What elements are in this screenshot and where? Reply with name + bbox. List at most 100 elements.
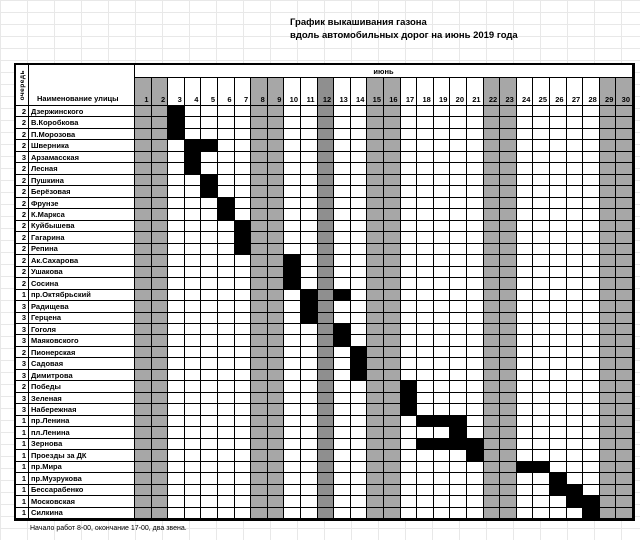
schedule-cell xyxy=(168,186,185,198)
schedule-cell xyxy=(599,128,617,141)
schedule-cell xyxy=(467,392,484,405)
schedule-cell xyxy=(533,106,550,118)
schedule-cell xyxy=(433,163,451,175)
schedule-cell xyxy=(251,484,268,497)
schedule-cell xyxy=(583,243,600,256)
schedule-cell xyxy=(599,335,617,347)
schedule-cell xyxy=(566,163,584,175)
schedule-cell xyxy=(450,255,467,267)
schedule-cell xyxy=(251,496,268,508)
schedule-cell xyxy=(467,266,484,279)
schedule-cell xyxy=(467,174,484,187)
schedule-cell xyxy=(151,496,169,508)
schedule-mark-cell xyxy=(550,473,567,485)
schedule-cell xyxy=(599,220,617,233)
schedule-mark-cell xyxy=(168,106,185,118)
schedule-cell xyxy=(516,106,534,118)
schedule-cell xyxy=(317,358,335,370)
schedule-cell xyxy=(599,186,617,198)
day-header-17: 17 xyxy=(400,78,418,106)
schedule-cell xyxy=(550,186,567,198)
schedule-cell xyxy=(350,209,368,221)
schedule-mark-cell xyxy=(334,323,351,336)
schedule-mark-cell xyxy=(350,358,368,370)
street-name-cell: Пионерская xyxy=(29,346,135,359)
queue-cell: 2 xyxy=(16,220,29,233)
schedule-cell xyxy=(533,358,550,370)
schedule-cell xyxy=(400,266,418,279)
schedule-cell xyxy=(400,243,418,256)
schedule-cell xyxy=(168,358,185,370)
schedule-mark-cell xyxy=(334,289,351,302)
schedule-cell xyxy=(417,323,434,336)
schedule-cell xyxy=(284,507,301,519)
schedule-cell xyxy=(301,392,318,405)
schedule-cell xyxy=(367,404,384,416)
schedule-cell xyxy=(583,255,600,267)
schedule-cell xyxy=(599,312,617,324)
schedule-cell xyxy=(284,140,301,152)
schedule-cell xyxy=(301,404,318,416)
schedule-cell xyxy=(334,140,351,152)
queue-cell: 2 xyxy=(16,243,29,256)
schedule-cell xyxy=(234,496,252,508)
schedule-cell xyxy=(583,346,600,359)
schedule-mark-cell xyxy=(400,404,418,416)
schedule-cell xyxy=(583,128,600,141)
schedule-cell xyxy=(251,174,268,187)
schedule-cell xyxy=(317,117,335,129)
schedule-cell xyxy=(267,209,285,221)
schedule-cell xyxy=(234,174,252,187)
schedule-cell xyxy=(483,392,501,405)
street-name-cell: Арзамасская xyxy=(29,151,135,164)
schedule-cell xyxy=(184,335,202,347)
schedule-mark-cell xyxy=(566,484,584,497)
schedule-cell xyxy=(151,289,169,302)
schedule-cell xyxy=(550,151,567,164)
schedule-cell xyxy=(433,461,451,474)
schedule-cell xyxy=(417,197,434,210)
schedule-cell xyxy=(566,289,584,302)
schedule-cell xyxy=(550,404,567,416)
schedule-cell xyxy=(467,404,484,416)
schedule-cell xyxy=(516,346,534,359)
schedule-cell xyxy=(400,278,418,290)
schedule-cell xyxy=(251,438,268,451)
schedule-cell xyxy=(334,301,351,313)
schedule-cell xyxy=(616,335,633,347)
schedule-cell xyxy=(550,358,567,370)
schedule-cell xyxy=(201,369,218,382)
schedule-cell xyxy=(400,438,418,451)
schedule-cell xyxy=(267,496,285,508)
schedule-cell xyxy=(566,209,584,221)
schedule-cell xyxy=(218,128,235,141)
schedule-cell xyxy=(284,312,301,324)
schedule-cell xyxy=(135,140,152,152)
schedule-cell xyxy=(135,163,152,175)
schedule-cell xyxy=(251,209,268,221)
queue-cell: 2 xyxy=(16,278,29,290)
schedule-cell xyxy=(218,151,235,164)
schedule-cell xyxy=(417,220,434,233)
schedule-cell xyxy=(483,461,501,474)
schedule-cell xyxy=(350,301,368,313)
queue-cell: 1 xyxy=(16,450,29,462)
schedule-cell xyxy=(533,266,550,279)
schedule-cell xyxy=(201,461,218,474)
schedule-cell xyxy=(218,392,235,405)
schedule-cell xyxy=(384,128,401,141)
schedule-cell xyxy=(384,415,401,428)
schedule-cell xyxy=(417,496,434,508)
queue-cell: 2 xyxy=(16,255,29,267)
schedule-cell xyxy=(566,266,584,279)
schedule-cell xyxy=(483,381,501,393)
schedule-cell xyxy=(516,117,534,129)
schedule-cell xyxy=(184,461,202,474)
schedule-cell xyxy=(151,392,169,405)
schedule-cell xyxy=(616,301,633,313)
schedule-mark-cell xyxy=(433,438,451,451)
schedule-cell xyxy=(433,335,451,347)
schedule-cell xyxy=(533,209,550,221)
schedule-cell xyxy=(450,174,467,187)
